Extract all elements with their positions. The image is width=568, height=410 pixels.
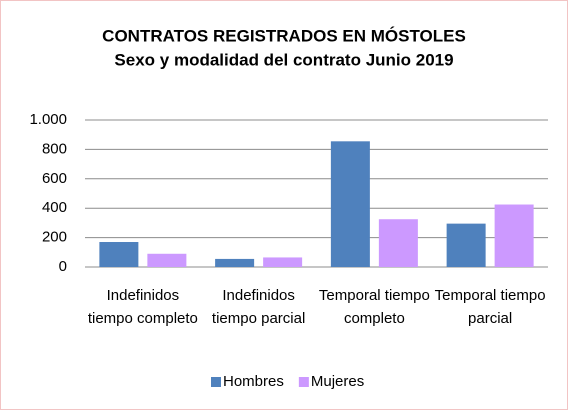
legend-swatch <box>298 377 309 387</box>
x-tick-label: Temporal tiempo completo <box>318 287 430 327</box>
bar <box>446 223 486 267</box>
y-tick-label: 400 <box>42 199 67 216</box>
bar <box>378 219 418 267</box>
legend-label: Hombres <box>223 373 284 390</box>
x-tick-label: Indefinidos tiempo completo <box>87 287 198 327</box>
x-tick-label: Indefinidos tiempo parcial <box>211 287 306 327</box>
bar <box>147 253 187 267</box>
bar <box>330 141 370 267</box>
y-tick-label: 200 <box>42 229 67 246</box>
x-tick-label: Temporal tiempo parcial <box>434 287 546 327</box>
y-tick-label: 1.000 <box>29 111 67 128</box>
chart-subtitle: Sexo y modalidad del contrato Junio 2019 <box>114 50 453 69</box>
chart-title: CONTRATOS REGISTRADOS EN MÓSTOLES <box>102 26 466 45</box>
bar <box>215 258 255 267</box>
y-tick-label: 800 <box>42 140 67 157</box>
bar <box>263 257 303 267</box>
legend-label: Mujeres <box>311 373 364 390</box>
y-tick-label: 600 <box>42 170 67 187</box>
legend-swatch <box>211 377 221 387</box>
y-tick-label: 0 <box>59 258 67 275</box>
bar <box>494 204 534 267</box>
bar <box>99 242 139 267</box>
